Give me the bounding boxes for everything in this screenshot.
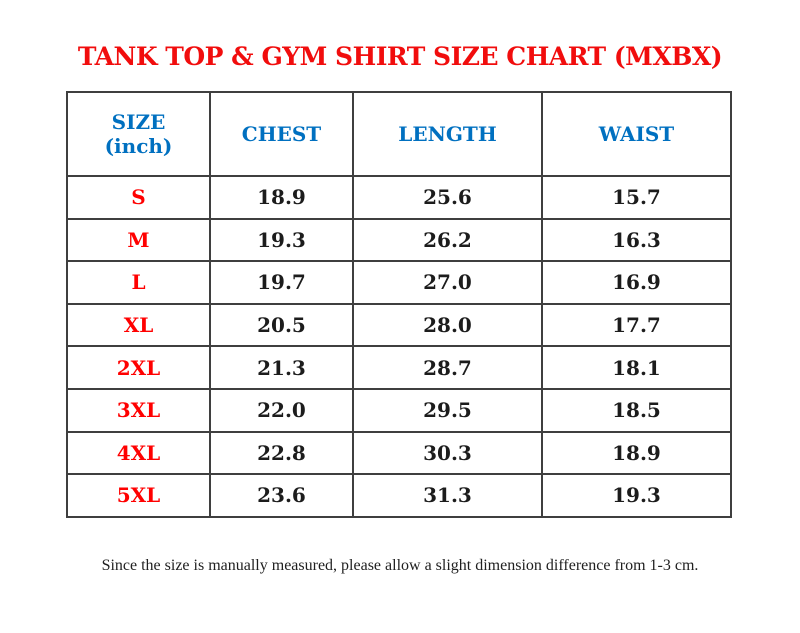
value-cell-length: 29.5	[352, 387, 543, 433]
table-row-l: L 19.7 27.0 16.9	[66, 260, 732, 305]
value-cell-chest: 18.9	[209, 175, 354, 220]
value-cell-length: 28.7	[352, 345, 543, 390]
table-row-s: S 18.9 25.6 15.7	[66, 175, 732, 220]
value-cell-length: 26.2	[352, 217, 543, 263]
table-row-2xl: 2XL 21.3 28.7 18.1	[66, 345, 732, 390]
value-cell-length: 30.3	[352, 430, 543, 476]
table-row-4xl: 4XL 22.8 30.3 18.9	[66, 430, 732, 476]
value-cell-chest: 22.0	[209, 387, 354, 433]
size-label-cell: L	[66, 260, 211, 305]
table-row-3xl: 3XL 22.0 29.5 18.5	[66, 387, 732, 433]
value-cell-waist: 16.3	[541, 217, 732, 263]
value-cell-chest: 20.5	[209, 302, 354, 348]
value-cell-waist: 18.5	[541, 387, 732, 433]
value-cell-length: 27.0	[352, 260, 543, 305]
value-cell-waist: 17.7	[541, 302, 732, 348]
table-row-5xl: 5XL 23.6 31.3 19.3	[66, 473, 732, 518]
table-header-row: SIZE (inch) CHEST LENGTH WAIST	[66, 91, 732, 177]
footer-note: Since the size is manually measured, ple…	[101, 557, 699, 574]
value-cell-waist: 19.3	[541, 473, 732, 518]
value-cell-waist: 16.9	[541, 260, 732, 305]
size-label-cell: 2XL	[66, 345, 211, 390]
header-cell-waist: WAIST	[541, 91, 732, 177]
value-cell-waist: 18.9	[541, 430, 732, 476]
header-cell-chest: CHEST	[209, 91, 354, 177]
size-label-cell: 3XL	[66, 387, 211, 433]
value-cell-chest: 22.8	[209, 430, 354, 476]
header-sublabel: (inch)	[104, 134, 173, 158]
header-label: SIZE	[111, 110, 166, 134]
size-label-cell: S	[66, 175, 211, 220]
value-cell-waist: 18.1	[541, 345, 732, 390]
value-cell-length: 25.6	[352, 175, 543, 220]
value-cell-length: 28.0	[352, 302, 543, 348]
table-row-m: M 19.3 26.2 16.3	[66, 217, 732, 263]
header-label: LENGTH	[398, 122, 497, 146]
page-title: TANK TOP & GYM SHIRT SIZE CHART (MXBX)	[77, 42, 723, 71]
size-label-cell: 5XL	[66, 473, 211, 518]
value-cell-length: 31.3	[352, 473, 543, 518]
header-cell-size: SIZE (inch)	[66, 91, 211, 177]
table-body: S 18.9 25.6 15.7 M 19.3 26.2 16.3 L 19.7 27.0 16.9 X…	[66, 175, 732, 518]
value-cell-chest: 19.3	[209, 217, 354, 263]
header-label: CHEST	[241, 122, 322, 146]
value-cell-chest: 19.7	[209, 260, 354, 305]
table-row-xl: XL 20.5 28.0 17.7	[66, 302, 732, 348]
size-label-cell: XL	[66, 302, 211, 348]
header-label: WAIST	[598, 122, 675, 146]
value-cell-chest: 21.3	[209, 345, 354, 390]
header-cell-length: LENGTH	[352, 91, 543, 177]
size-label-cell: M	[66, 217, 211, 263]
value-cell-chest: 23.6	[209, 473, 354, 518]
size-label-cell: 4XL	[66, 430, 211, 476]
size-chart-table: SIZE (inch) CHEST LENGTH WAIST S 18.9 25.6 15.7…	[66, 91, 732, 518]
value-cell-waist: 15.7	[541, 175, 732, 220]
